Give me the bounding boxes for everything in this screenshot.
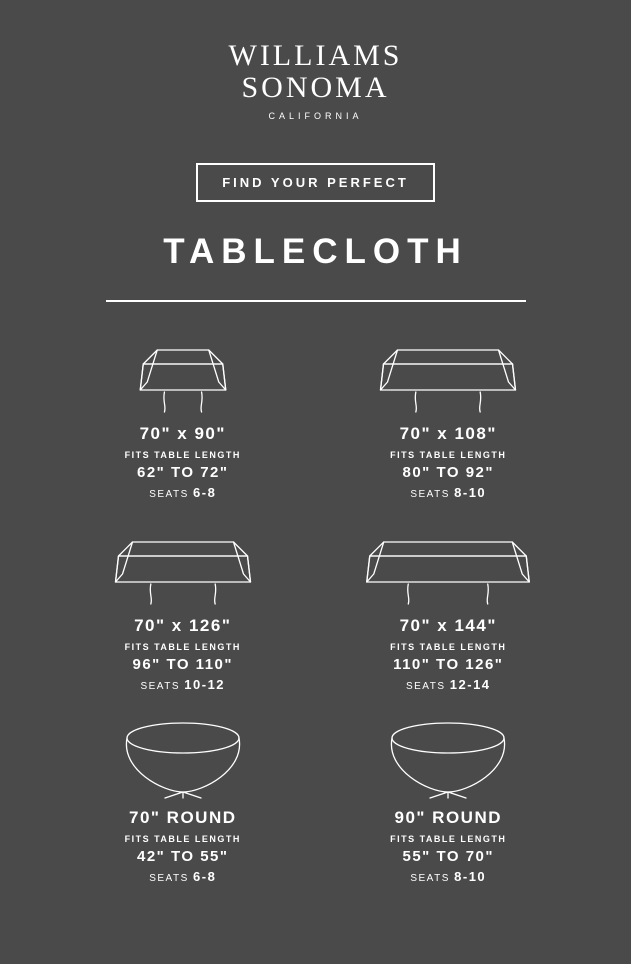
seats-value: 6-8 xyxy=(193,869,216,884)
seats-line: SEATS 12-14 xyxy=(336,677,562,692)
seats-value: 6-8 xyxy=(193,485,216,500)
size-option: 90" ROUND FITS TABLE LENGTH 55" TO 70" S… xyxy=(336,720,562,884)
fits-label: FITS TABLE LENGTH xyxy=(336,642,562,652)
seats-line: SEATS 8-10 xyxy=(336,869,562,884)
fits-label: FITS TABLE LENGTH xyxy=(70,450,296,460)
fits-range: 80" TO 92" xyxy=(336,464,562,481)
seats-line: SEATS 6-8 xyxy=(70,869,296,884)
seats-value: 8-10 xyxy=(454,869,486,884)
size-grid: 70" x 90" FITS TABLE LENGTH 62" TO 72" S… xyxy=(50,336,581,884)
infographic-container: WILLIAMS SONOMA CALIFORNIA FIND YOUR PER… xyxy=(0,0,631,904)
brand-name: WILLIAMS SONOMA xyxy=(50,40,581,103)
size-option: 70" x 90" FITS TABLE LENGTH 62" TO 72" S… xyxy=(70,336,296,500)
seats-value: 8-10 xyxy=(454,485,486,500)
seats-label: SEATS xyxy=(149,489,189,500)
size-value: 70" x 126" xyxy=(70,616,296,636)
table-icon xyxy=(353,528,543,608)
table-icon xyxy=(353,336,543,416)
size-value: 70" x 90" xyxy=(70,424,296,444)
table-icon xyxy=(353,720,543,800)
table-icon xyxy=(88,336,278,416)
brand-line1: WILLIAMS xyxy=(229,39,403,72)
seats-value: 12-14 xyxy=(450,677,491,692)
seats-label: SEATS xyxy=(149,873,189,884)
fits-label: FITS TABLE LENGTH xyxy=(70,642,296,652)
size-option: 70" ROUND FITS TABLE LENGTH 42" TO 55" S… xyxy=(70,720,296,884)
fits-label: FITS TABLE LENGTH xyxy=(336,834,562,844)
size-value: 90" ROUND xyxy=(336,808,562,828)
brand-line2: SONOMA xyxy=(241,71,389,104)
seats-line: SEATS 8-10 xyxy=(336,485,562,500)
size-value: 70" x 144" xyxy=(336,616,562,636)
fits-label: FITS TABLE LENGTH xyxy=(336,450,562,460)
size-value: 70" ROUND xyxy=(70,808,296,828)
fits-range: 55" TO 70" xyxy=(336,848,562,865)
size-option: 70" x 144" FITS TABLE LENGTH 110" TO 126… xyxy=(336,528,562,692)
fits-label: FITS TABLE LENGTH xyxy=(70,834,296,844)
fits-range: 96" TO 110" xyxy=(70,656,296,673)
page-title: TABLECLOTH xyxy=(50,232,581,272)
seats-line: SEATS 6-8 xyxy=(70,485,296,500)
brand-block: WILLIAMS SONOMA CALIFORNIA xyxy=(50,40,581,121)
seats-label: SEATS xyxy=(410,873,450,884)
brand-sub: CALIFORNIA xyxy=(50,111,581,121)
fits-range: 42" TO 55" xyxy=(70,848,296,865)
seats-value: 10-12 xyxy=(184,677,225,692)
boxed-subtitle: FIND YOUR PERFECT xyxy=(196,163,435,202)
fits-range: 62" TO 72" xyxy=(70,464,296,481)
size-option: 70" x 126" FITS TABLE LENGTH 96" TO 110"… xyxy=(70,528,296,692)
size-option: 70" x 108" FITS TABLE LENGTH 80" TO 92" … xyxy=(336,336,562,500)
seats-label: SEATS xyxy=(140,681,180,692)
fits-range: 110" TO 126" xyxy=(336,656,562,673)
seats-label: SEATS xyxy=(406,681,446,692)
seats-label: SEATS xyxy=(410,489,450,500)
size-value: 70" x 108" xyxy=(336,424,562,444)
table-icon xyxy=(88,720,278,800)
divider xyxy=(106,300,526,302)
table-icon xyxy=(88,528,278,608)
seats-line: SEATS 10-12 xyxy=(70,677,296,692)
